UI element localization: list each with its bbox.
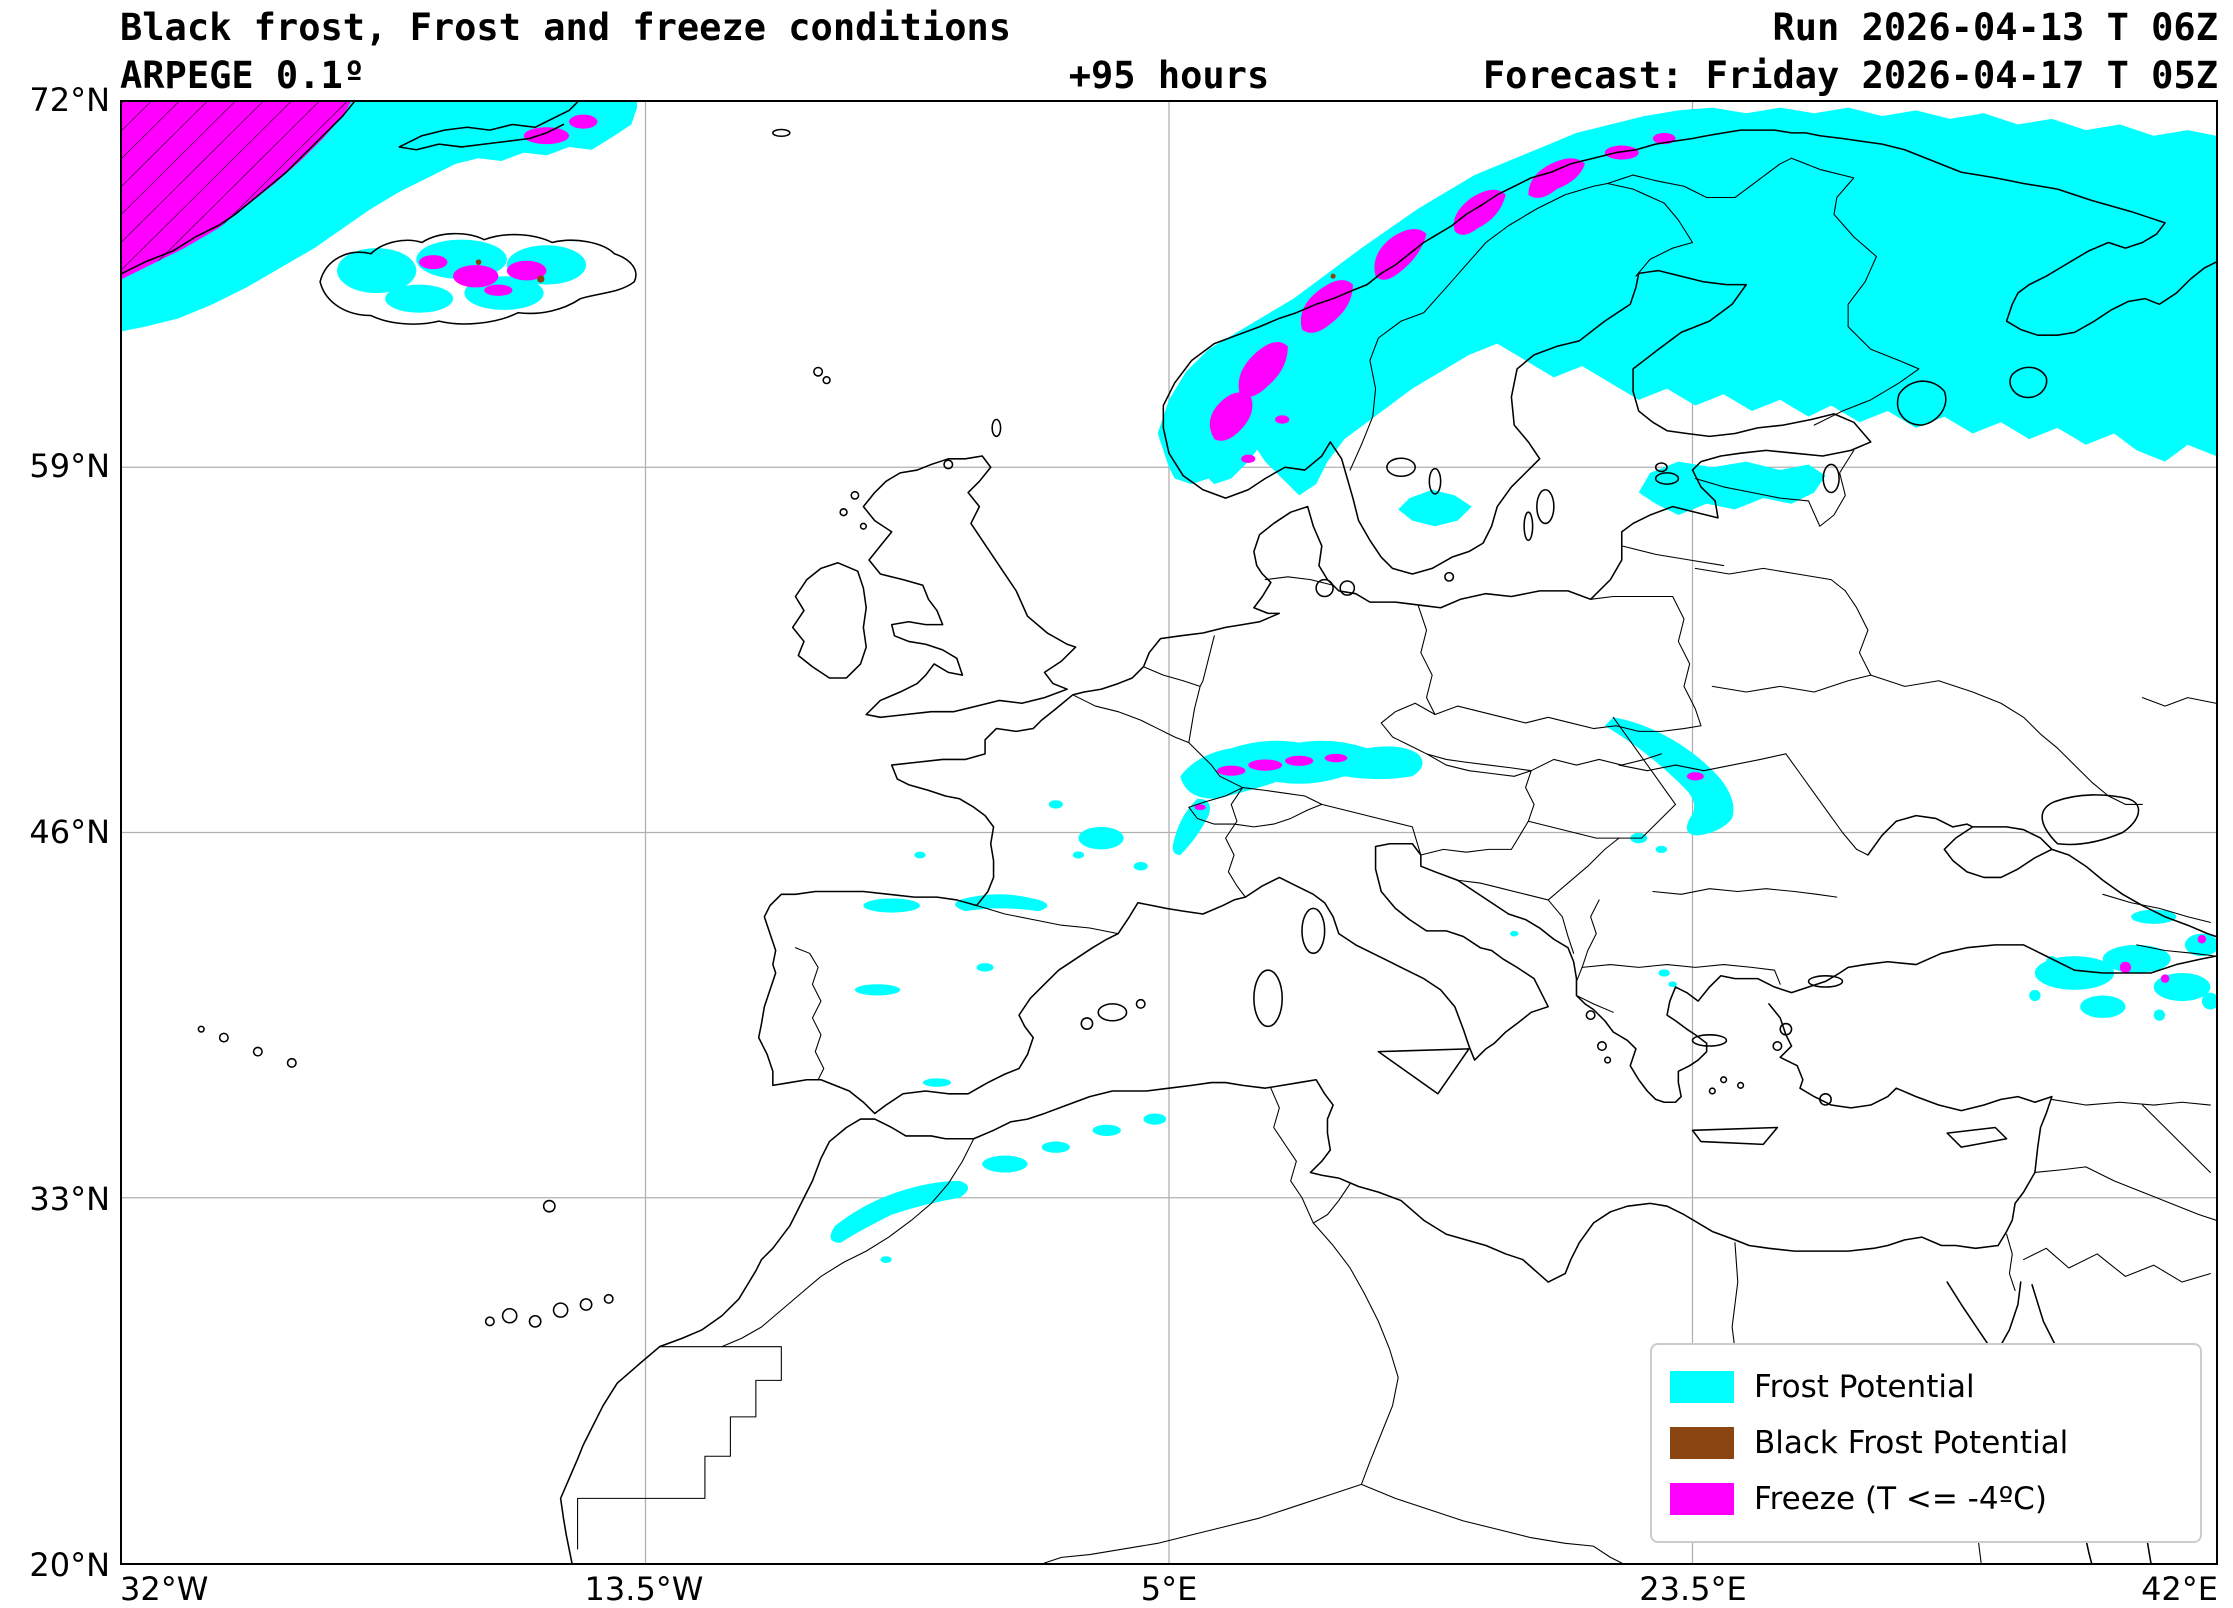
frost-alps [1180, 740, 1423, 799]
coast-ireland [791, 562, 867, 679]
coast-anatolia-africa [559, 1003, 2053, 1563]
sardinia [1253, 969, 1283, 1028]
legend-label-freeze: Freeze (T <= -4ºC) [1754, 1481, 2047, 1517]
bornholm [1444, 571, 1455, 582]
cyprus [1946, 1126, 2008, 1148]
canary-islands [484, 1293, 614, 1328]
black-frost-swatch-icon [1670, 1427, 1734, 1459]
run-label: Run 2026-04-13 T 06Z [1772, 6, 2218, 49]
legend-label-frost: Frost Potential [1754, 1369, 1975, 1405]
map-plot-area: Frost Potential Black Frost Potential Fr… [120, 100, 2218, 1565]
frost-scandinavia [1157, 107, 2216, 496]
coast-greenland-strip [398, 102, 579, 151]
black-frost-layer [475, 259, 1336, 283]
lat-tick-label: 72°N [29, 81, 110, 119]
saaremaa [1654, 472, 1680, 485]
page-title: Black frost, Frost and freeze conditions [120, 6, 1012, 49]
sicily [1377, 1048, 1470, 1095]
corsica [1301, 907, 1326, 955]
legend-item: Freeze (T <= -4ºC) [1670, 1471, 2182, 1527]
model-label: ARPEGE 0.1º [120, 54, 366, 97]
islands [197, 128, 2008, 1328]
lead-time-label: +95 hours [1068, 54, 1270, 97]
coast-great-britain [862, 455, 1077, 719]
lakes [1386, 366, 2048, 495]
coast-greenland [122, 102, 356, 275]
frost-swatch-icon [1670, 1371, 1734, 1403]
jan-mayen [772, 128, 791, 138]
frost-anatolia [2029, 909, 2216, 1021]
coast-atlantic-mediterranean [757, 269, 2216, 1115]
frost-atlas [830, 1180, 969, 1243]
madeira [542, 1199, 556, 1213]
shetland [991, 418, 1002, 438]
lon-tick-label: 13.5°W [584, 1570, 704, 1608]
sea-of-marmara [1807, 975, 1844, 988]
legend-item: Frost Potential [1670, 1359, 2182, 1415]
lon-tick-label: 5°E [1140, 1570, 1198, 1608]
azores [197, 1025, 297, 1068]
freeze-norway [1209, 132, 1676, 464]
legend-label-black-frost: Black Frost Potential [1754, 1425, 2069, 1461]
coast-iceland [319, 232, 637, 325]
faroe-islands [813, 366, 831, 385]
legend: Frost Potential Black Frost Potential Fr… [1650, 1343, 2202, 1543]
lat-tick-label: 33°N [29, 1180, 110, 1218]
lat-tick-label: 59°N [29, 447, 110, 485]
gotland [1536, 488, 1555, 525]
orkney [943, 459, 954, 470]
europe-map-svg [122, 102, 2216, 1563]
crete [1691, 1126, 1779, 1146]
lon-tick-label: 32°W [120, 1570, 209, 1608]
lon-tick-label: 23.5°E [1639, 1570, 1747, 1608]
euboea [1691, 1034, 1728, 1047]
oland [1523, 511, 1534, 542]
lat-tick-label: 20°N [29, 1546, 110, 1584]
lon-tick-label: 42°E [2141, 1570, 2218, 1608]
forecast-label: Forecast: Friday 2026-04-17 T 05Z [1482, 54, 2218, 97]
lat-tick-label: 46°N [29, 813, 110, 851]
lesbos [1779, 1022, 1793, 1036]
greenland-hatch-overlay [122, 102, 351, 280]
frost-pyrenees [955, 894, 1048, 912]
coast-black-sea-north [1867, 814, 2216, 938]
frost-carpathians [1604, 717, 1734, 836]
coast-azov-sea [2041, 794, 2140, 846]
freeze-swatch-icon [1670, 1483, 1734, 1515]
rhodes [1819, 1093, 1832, 1106]
legend-item: Black Frost Potential [1670, 1415, 2182, 1471]
coast-arctic-scandinavia [1162, 129, 2216, 477]
mallorca [1097, 1003, 1128, 1022]
